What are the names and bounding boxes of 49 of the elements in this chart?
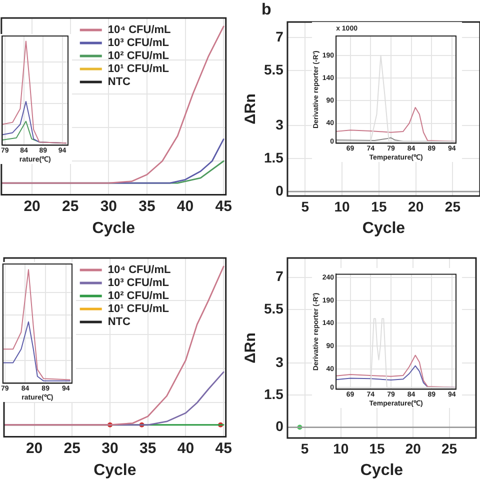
- x-tick-label: 20: [408, 198, 424, 214]
- x-tick-label: 10: [333, 440, 349, 456]
- x-axis-title: Cycle: [360, 462, 404, 479]
- x-tick-label: 35: [138, 198, 156, 215]
- legend-label: 10¹ CFU/mL: [108, 303, 170, 316]
- x-tick-label: 25: [62, 198, 79, 215]
- y-axis-title: ΔRn: [242, 332, 260, 364]
- x-tick-label: 20: [26, 440, 43, 457]
- y-tick-label: 7: [276, 268, 284, 284]
- y-tick-label: 0: [276, 418, 284, 434]
- x-axis-title: Cycle: [92, 220, 136, 237]
- y-tick-label: 3: [276, 354, 284, 370]
- x-tick-label: 40: [177, 440, 194, 457]
- y-tick-label: 7: [276, 28, 284, 44]
- x-tick-label: 30: [102, 440, 118, 457]
- x-tick-label: 20: [405, 440, 422, 456]
- x-axis-title: Cycle: [362, 220, 406, 237]
- x-tick-label: 5: [300, 440, 309, 456]
- y-axis-title: ΔRn: [242, 94, 260, 124]
- x-tick-label: 25: [64, 440, 80, 457]
- y-tick-label: 5.5: [264, 300, 284, 316]
- legend-label: NTC: [108, 76, 131, 88]
- legend-label: 10² CFU/mL: [108, 50, 170, 62]
- legend-label: 10² CFU/mL: [108, 290, 170, 302]
- y-tick-label: 1.5: [264, 386, 284, 402]
- x-axis-title: Cycle: [94, 462, 136, 479]
- x-tick-label: 15: [369, 440, 386, 456]
- y-tick-label: 3: [276, 116, 284, 132]
- x-tick-label: 30: [100, 198, 117, 215]
- x-tick-label: 10: [334, 198, 350, 214]
- x-tick-label: 45: [215, 198, 232, 215]
- x-tick-label: 35: [140, 440, 156, 457]
- legend-label: 10⁴ CFU/mL: [108, 24, 172, 36]
- x-tick-label: 20: [24, 198, 40, 215]
- y-tick-label: 0: [276, 182, 284, 198]
- x-tick-label: 25: [441, 440, 458, 456]
- x-tick-label: 45: [215, 440, 232, 457]
- legend-label: 10³ CFU/mL: [108, 277, 170, 290]
- legend-label: 10³ CFU/mL: [108, 37, 170, 50]
- x-tick-label: 5: [301, 198, 310, 214]
- legend-label: 10⁴ CFU/mL: [108, 264, 172, 276]
- text: b: [261, 1, 272, 18]
- y-tick-label: 5.5: [264, 61, 284, 78]
- x-tick-label: 15: [371, 198, 387, 214]
- legend-label: NTC: [108, 316, 131, 328]
- x-tick-label: 40: [176, 198, 194, 215]
- x-tick-label: 25: [444, 198, 461, 214]
- y-tick-label: 1.5: [264, 149, 284, 166]
- legend-label: 10¹ CFU/mL: [108, 63, 170, 76]
